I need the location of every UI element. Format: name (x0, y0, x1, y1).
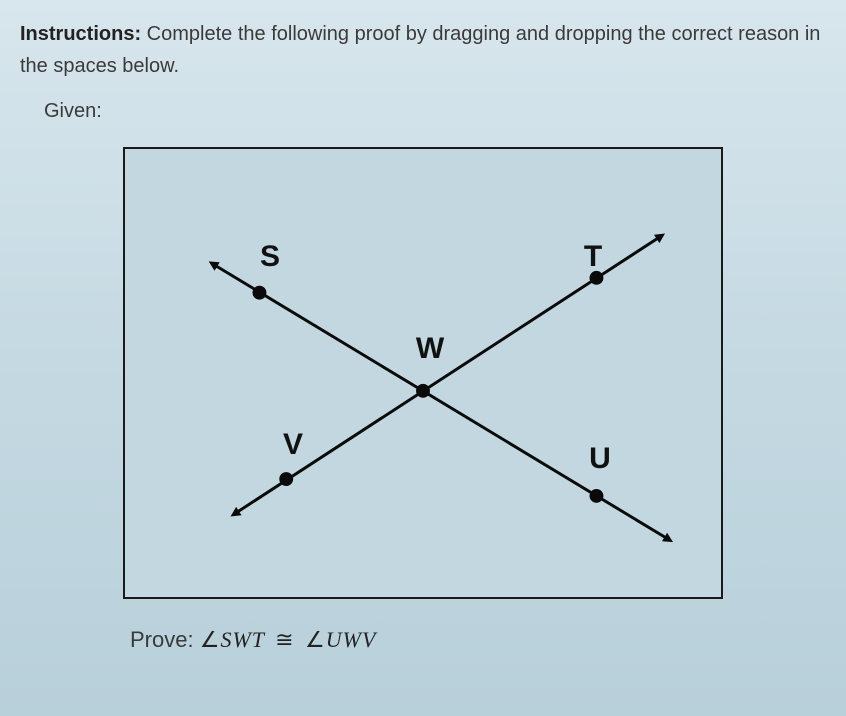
instructions-label: Instructions: (20, 23, 141, 45)
instructions-text: Instructions: Complete the following pro… (20, 18, 826, 82)
label-t: T (584, 240, 602, 274)
point-v (279, 472, 293, 486)
prove-label: Prove: (130, 627, 200, 652)
instructions-body: Complete the following proof by dragging… (20, 23, 820, 77)
given-label: Given: (44, 100, 826, 123)
point-s (253, 286, 267, 300)
label-v: V (283, 428, 303, 462)
prove-angle1: SWT (220, 627, 264, 652)
prove-statement: Prove: ∠SWT ≅ ∠UWV (130, 627, 826, 653)
point-u (590, 489, 604, 503)
diagram-svg (125, 149, 721, 597)
prove-angle2: UWV (326, 627, 377, 652)
label-w: W (416, 332, 444, 366)
geometry-diagram: S T W V U (123, 147, 723, 599)
label-s: S (260, 240, 280, 274)
point-w (416, 384, 430, 398)
label-u: U (589, 442, 611, 476)
